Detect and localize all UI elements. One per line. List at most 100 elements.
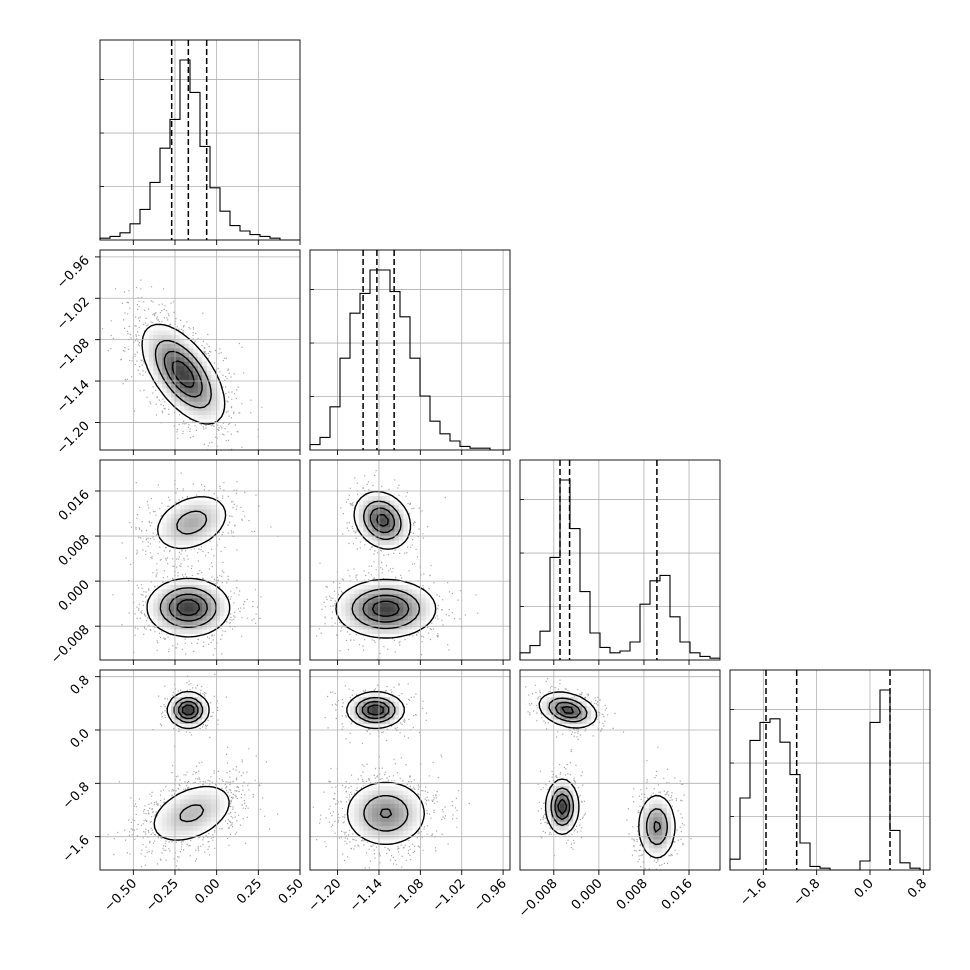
density-cell bbox=[398, 794, 404, 800]
contour-line bbox=[362, 507, 410, 623]
density-cell bbox=[662, 825, 668, 831]
panel-frame bbox=[729, 669, 931, 871]
density-cell bbox=[394, 785, 400, 791]
density-cell bbox=[394, 701, 400, 707]
density-cell bbox=[385, 794, 391, 800]
density-cell bbox=[166, 705, 172, 711]
density-cell bbox=[345, 593, 351, 599]
density-cell bbox=[193, 790, 199, 795]
density-cell bbox=[564, 701, 570, 707]
density-cell bbox=[166, 352, 172, 358]
density-cell bbox=[153, 361, 159, 367]
density-cell bbox=[171, 628, 177, 634]
density-cell bbox=[542, 696, 548, 702]
density-cell bbox=[358, 821, 364, 827]
density-cell bbox=[573, 705, 579, 711]
density-cell bbox=[416, 620, 422, 625]
density-cell bbox=[648, 807, 654, 813]
density-cell bbox=[206, 535, 212, 541]
density-cell bbox=[358, 611, 364, 617]
density-cell bbox=[197, 830, 203, 835]
density-cell bbox=[390, 500, 395, 505]
density-cell bbox=[336, 597, 342, 603]
density-cell bbox=[202, 803, 208, 809]
density-cell bbox=[358, 798, 364, 804]
density-cell bbox=[398, 504, 404, 510]
density-cell bbox=[416, 593, 422, 599]
density-cell bbox=[206, 821, 212, 827]
density-cell bbox=[363, 624, 369, 630]
density-cell bbox=[394, 500, 400, 505]
density-cell bbox=[390, 522, 395, 528]
density-cell bbox=[350, 807, 355, 813]
density-cell bbox=[363, 794, 369, 800]
density-cell bbox=[367, 597, 373, 603]
density-cell bbox=[407, 803, 413, 809]
density-cell bbox=[416, 812, 422, 818]
y-tick-label: −1.14 bbox=[54, 377, 93, 416]
density-cell bbox=[175, 330, 181, 335]
density-cell bbox=[202, 798, 208, 804]
density-cell bbox=[193, 396, 199, 402]
density-cell bbox=[363, 588, 369, 594]
density-cell bbox=[390, 710, 395, 715]
density-cell bbox=[381, 606, 387, 612]
density-cell bbox=[188, 794, 194, 800]
density-cell bbox=[394, 821, 400, 827]
density-cell bbox=[657, 838, 663, 844]
density-cell bbox=[573, 794, 579, 800]
density-cell bbox=[416, 615, 422, 621]
density-cell bbox=[372, 606, 378, 612]
density-cell bbox=[188, 396, 194, 402]
y-tick-label: −1.20 bbox=[54, 419, 93, 458]
density-cell bbox=[211, 504, 217, 510]
density-cell bbox=[421, 606, 427, 612]
density-cell bbox=[385, 602, 391, 608]
density-cell bbox=[197, 580, 203, 585]
density-cell bbox=[363, 692, 369, 698]
density-cell bbox=[197, 606, 203, 612]
density-cell bbox=[148, 361, 154, 367]
density-cell bbox=[175, 624, 181, 630]
density-cell bbox=[662, 798, 668, 804]
density-cell bbox=[162, 606, 168, 612]
density-cell bbox=[390, 785, 395, 791]
density-cell bbox=[197, 356, 203, 362]
density-cell bbox=[403, 611, 409, 617]
density-cell bbox=[197, 825, 203, 831]
density-cell bbox=[157, 615, 163, 621]
density-cell bbox=[180, 383, 185, 389]
density-cell bbox=[184, 807, 190, 813]
density-cell bbox=[166, 624, 172, 630]
density-cell bbox=[180, 526, 185, 532]
density-cell bbox=[394, 628, 400, 634]
density-cell bbox=[403, 821, 409, 827]
density-cell bbox=[180, 606, 185, 612]
density-cell bbox=[157, 365, 163, 371]
density-cell bbox=[175, 347, 181, 353]
density-cell bbox=[354, 816, 360, 822]
density-cell bbox=[193, 580, 199, 585]
density-cell bbox=[390, 838, 395, 844]
density-cell bbox=[372, 491, 378, 497]
density-cell bbox=[193, 825, 199, 831]
density-cell bbox=[358, 615, 364, 621]
density-cell bbox=[215, 807, 221, 813]
density-cell bbox=[202, 396, 208, 402]
density-cell bbox=[568, 790, 574, 795]
density-cell bbox=[560, 803, 565, 809]
density-cell bbox=[555, 790, 561, 795]
density-cell bbox=[666, 838, 672, 844]
density-cell bbox=[197, 387, 203, 393]
density-cell bbox=[148, 330, 154, 335]
density-cell bbox=[390, 718, 395, 724]
density-cell bbox=[206, 418, 212, 424]
density-cell bbox=[188, 535, 194, 541]
density-cell bbox=[425, 615, 431, 621]
density-cell bbox=[644, 812, 650, 818]
density-cell bbox=[206, 794, 212, 800]
density-cell bbox=[367, 620, 373, 625]
density-cell bbox=[367, 495, 373, 501]
x-tick-label: −0.25 bbox=[143, 876, 182, 915]
density-cell bbox=[202, 606, 208, 612]
